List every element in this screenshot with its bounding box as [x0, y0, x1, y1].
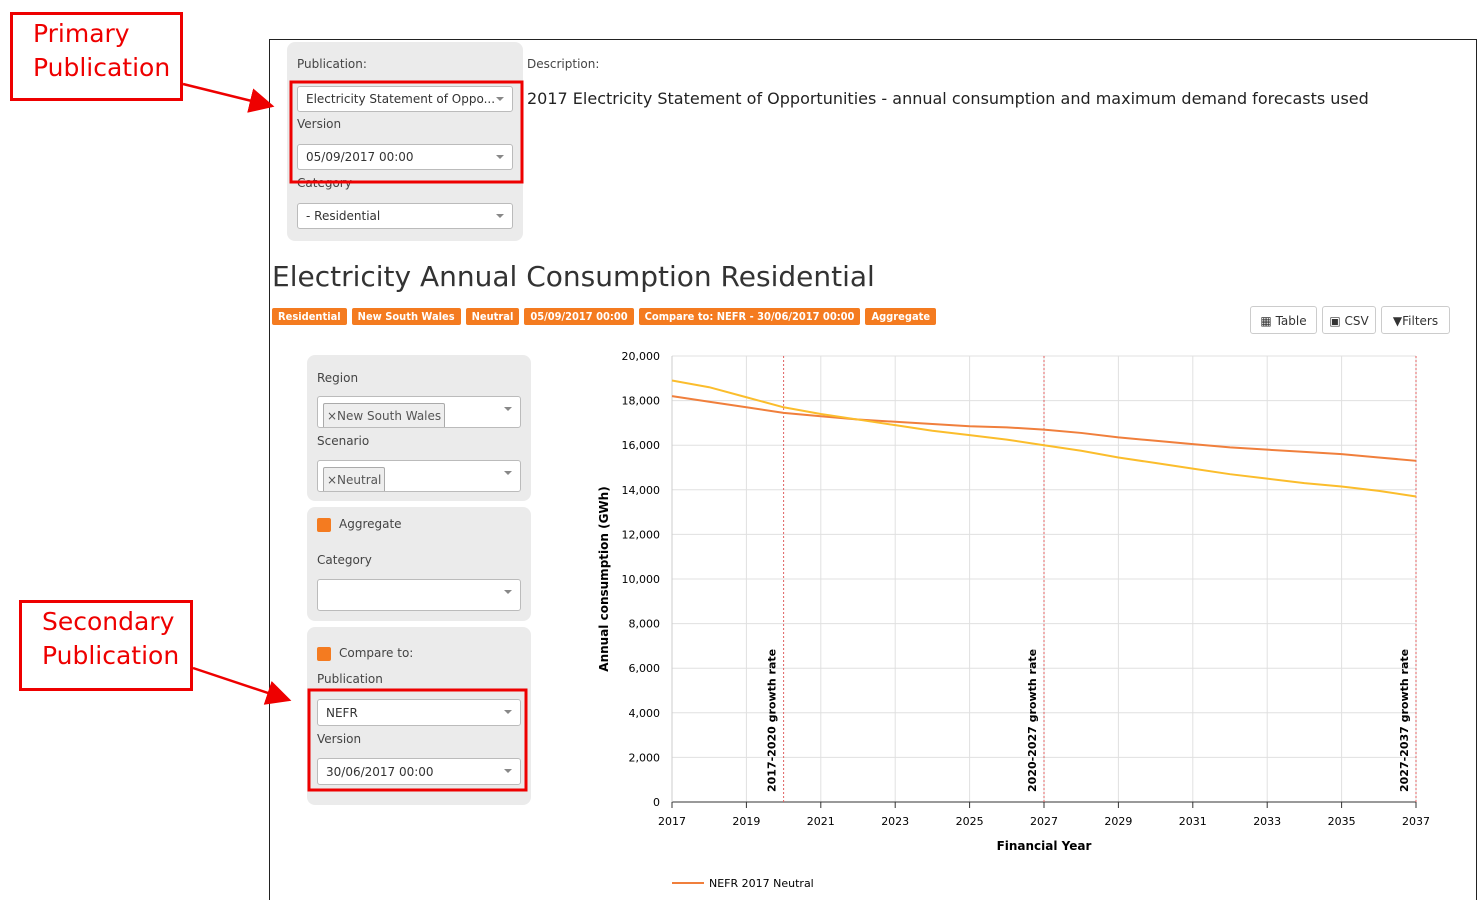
y-tick-label: 2,000	[629, 751, 661, 764]
tag: New South Wales	[351, 308, 461, 325]
y-tick-label: 12,000	[622, 528, 661, 541]
label: Aggregate	[339, 517, 402, 531]
y-tick-label: 16,000	[622, 439, 661, 452]
plot-line-label: 2027-2037 growth rate	[1398, 649, 1411, 792]
page-title: Electricity Annual Consumption Residenti…	[272, 260, 875, 293]
main-frame	[269, 39, 1477, 900]
icon: ▣	[1329, 314, 1345, 328]
label: Compare to:	[339, 646, 414, 660]
checkbox[interactable]	[317, 517, 331, 532]
checkbox[interactable]	[317, 646, 331, 661]
highlight	[307, 688, 528, 792]
label: Description:	[527, 57, 600, 71]
label: Publication	[317, 672, 383, 686]
tags: Residential New South Wales Neutral 05/09/2…	[272, 305, 941, 325]
x-tick-label: 2031	[1179, 815, 1207, 828]
annotation: Secondary Publication	[19, 600, 193, 691]
label: Version	[297, 117, 342, 131]
plot-line-label: 2017-2020 growth rate	[766, 649, 779, 792]
x-tick-label: 2027	[1030, 815, 1058, 828]
label: Publication:	[297, 57, 367, 71]
tag: 05/09/2017 00:00	[524, 308, 634, 325]
description: 2017 Electricity Statement of Opportunit…	[527, 89, 1369, 108]
x-tick-label: 2033	[1253, 815, 1281, 828]
button-text: Table	[1275, 314, 1307, 328]
x-tick-label: 2021	[807, 815, 835, 828]
label: Version	[317, 732, 362, 746]
tag: Neutral	[465, 308, 520, 325]
tag: Residential	[272, 308, 347, 325]
y-tick-label: 6,000	[629, 662, 661, 675]
label: Scenario	[317, 434, 370, 448]
legend-label: NEFR 2017 Neutral	[709, 877, 814, 890]
button-text: CSV	[1344, 314, 1369, 328]
x-tick-label: 2025	[956, 815, 984, 828]
y-tick-label: 8,000	[629, 618, 661, 631]
x-tick-label: 2017	[658, 815, 686, 828]
publication-select[interactable]: NEFR	[317, 699, 521, 726]
region-input[interactable]: ×New South Wales	[317, 396, 521, 428]
y-tick-label: 10,000	[622, 573, 661, 586]
button-text: Filters	[1402, 314, 1439, 328]
x-tick-label: 2035	[1328, 815, 1356, 828]
y-axis-title: Annual consumption (GWh)	[597, 486, 611, 671]
tag: Compare to: NEFR - 30/06/2017 00:00	[638, 308, 861, 325]
y-tick-label: 20,000	[622, 350, 661, 363]
icon: ▼	[1392, 314, 1403, 328]
chip[interactable]: ×New South Wales	[323, 403, 446, 427]
category-select[interactable]: - Residential	[297, 203, 513, 229]
version-select[interactable]: 05/09/2017 00:00	[297, 144, 513, 170]
y-tick-label: 18,000	[622, 395, 661, 408]
label: Region	[317, 371, 359, 385]
aggregate-checkbox[interactable]: Aggregate	[317, 517, 402, 532]
scenario-input[interactable]: ×Neutral	[317, 460, 521, 492]
compare-checkbox[interactable]: Compare to:	[317, 646, 413, 661]
highlight	[289, 80, 524, 184]
y-tick-label: 4,000	[629, 707, 661, 720]
x-tick-label: 2029	[1104, 815, 1132, 828]
series-line	[671, 379, 1417, 498]
chip[interactable]: ×Neutral	[323, 467, 386, 491]
x-tick-label: 2019	[732, 815, 760, 828]
plot-line-label: 2020-2027 growth rate	[1026, 649, 1039, 792]
publication-select[interactable]: Electricity Statement of Oppo...	[297, 86, 513, 112]
table-button[interactable]: ▦ Table	[1250, 306, 1317, 334]
y-tick-label: 14,000	[622, 484, 661, 497]
series-line	[671, 395, 1417, 462]
arrow	[192, 666, 292, 705]
y-tick-label: 0	[653, 796, 660, 809]
annotation: Primary Publication	[10, 12, 183, 101]
category-input[interactable]	[317, 579, 521, 611]
tag: Aggregate	[865, 308, 937, 325]
csv-button[interactable]: ▣ CSV	[1322, 306, 1376, 334]
arrow	[182, 82, 275, 113]
icon: ▦	[1260, 314, 1276, 328]
label: Category	[317, 553, 372, 567]
filters-button[interactable]: ▼Filters	[1381, 306, 1450, 334]
version-select[interactable]: 30/06/2017 00:00	[317, 758, 521, 785]
x-tick-label: 2023	[881, 815, 909, 828]
x-axis-title: Financial Year	[997, 839, 1092, 853]
x-tick-label: 2037	[1402, 815, 1430, 828]
